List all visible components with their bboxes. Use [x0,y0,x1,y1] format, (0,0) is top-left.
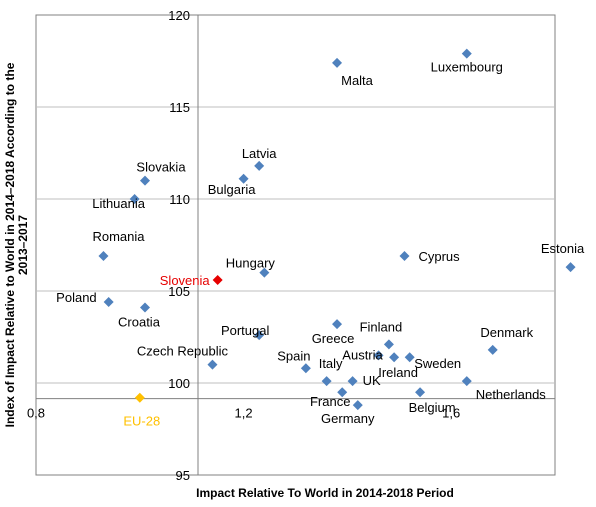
point-portugal [254,330,265,341]
point-hungary [259,267,270,278]
point-bulgaria [238,173,249,184]
label-slovenia: Slovenia [160,273,211,288]
point-ireland [389,352,400,363]
point-malta [332,57,343,68]
label-denmark: Denmark [480,325,533,340]
label-romania: Romania [92,229,145,244]
y-tick-label: 110 [169,192,190,207]
label-estonia: Estonia [541,241,585,256]
label-slovakia: Slovakia [136,160,186,175]
point-netherlands [461,376,472,387]
point-germany [352,400,363,411]
point-austria [373,350,384,361]
x-axis-title: Impact Relative To World in 2014-2018 Pe… [196,486,454,500]
label-lithuania: Lithuania [92,196,146,211]
y-axis-title-line-2: 2013–2017 [16,215,30,275]
point-belgium [415,387,426,398]
y-axis-title-line-1: Index of Impact Relative to World in 201… [3,62,17,427]
label-uk: UK [363,373,381,388]
point-poland [103,297,114,308]
data-points [98,48,576,411]
data-labels: Luxembourg Malta Latvia Bulgaria Slovakia Lit… [56,60,585,429]
point-finland [383,339,394,350]
label-portugal: Portugal [221,323,270,338]
point-romania [98,251,109,262]
point-cyprus [399,251,410,262]
label-malta: Malta [341,73,374,88]
label-luxembourg: Luxembourg [431,60,503,75]
label-italy: Italy [319,356,343,371]
point-slovenia [212,274,223,285]
y-tick-label: 120 [168,8,190,23]
label-greece: Greece [312,331,355,346]
plot-area-border [35,14,556,476]
x-tick-label: 0,8 [27,406,45,421]
x-tick-label: 1,6 [442,406,460,421]
y-tick-label: 100 [168,376,190,391]
point-czech-republic [207,359,218,370]
label-sweden: Sweden [414,356,461,371]
label-latvia: Latvia [242,146,277,161]
x-tick-label: 1,2 [235,406,253,421]
point-croatia [139,302,150,313]
label-eu-28: EU-28 [123,414,160,429]
point-eu-28 [134,392,145,403]
y-tick-label: 115 [169,100,190,115]
point-france [337,387,348,398]
label-germany: Germany [321,411,375,426]
label-belgium: Belgium [409,400,456,415]
point-spain [300,363,311,374]
point-uk [347,376,358,387]
gridlines [35,14,556,476]
label-poland: Poland [56,290,96,305]
point-lithuania [129,194,140,204]
label-czech-republic: Czech Republic [137,344,229,359]
label-austria: Austria [342,347,383,362]
label-france: France [310,394,350,409]
point-slovakia [139,175,150,186]
point-estonia [565,262,576,273]
tick-labels: 95 100 105 110 115 120 0,8 1,2 1,6 [27,8,460,483]
point-sweden [404,352,415,363]
label-bulgaria: Bulgaria [208,182,256,197]
point-luxembourg [461,48,472,59]
label-finland: Finland [360,319,403,334]
label-cyprus: Cyprus [418,249,460,264]
y-tick-label: 95 [176,468,190,483]
y-tick-label: 105 [168,284,190,299]
point-italy [321,376,332,387]
label-croatia: Croatia [118,315,161,330]
point-greece [332,319,343,330]
point-latvia [254,160,265,171]
point-denmark [487,344,498,355]
label-netherlands: Netherlands [476,387,547,402]
label-spain: Spain [277,348,310,363]
y-axis-title: Index of Impact Relative to World in 201… [3,62,30,427]
label-ireland: Ireland [378,365,418,380]
label-hungary: Hungary [226,256,276,271]
